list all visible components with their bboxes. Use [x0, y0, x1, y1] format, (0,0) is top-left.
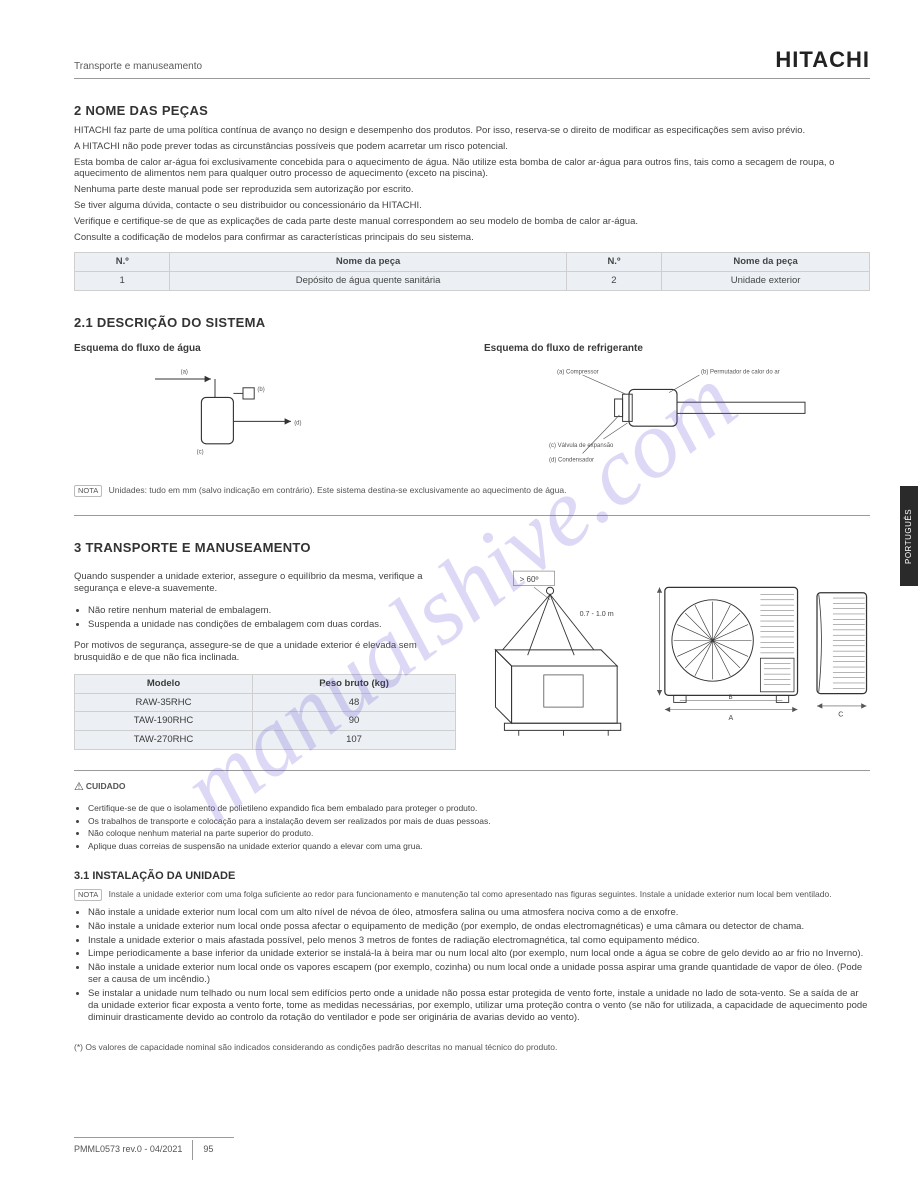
left-col: Esquema do fluxo de água (a) (c) [74, 337, 460, 480]
th: Modelo [75, 674, 253, 693]
install-bullet: Não instale a unidade exterior num local… [88, 921, 870, 933]
bullet: Suspenda a unidade nas condições de emba… [88, 619, 456, 631]
note-text-2: Instale a unidade exterior com uma folga… [109, 889, 832, 899]
section-breadcrumb: Transporte e manuseamento [74, 61, 202, 74]
dim-a: A [729, 715, 734, 722]
th: Peso bruto (kg) [253, 674, 456, 693]
td: 90 [253, 712, 456, 731]
install-bullet: Não instale a unidade exterior num local… [88, 962, 870, 986]
para: Esta bomba de calor ar-água foi exclusiv… [74, 157, 870, 181]
th: N.º [75, 252, 170, 271]
callout-d: (d) [294, 421, 301, 427]
section-3-title: 3 TRANSPORTE E MANUSEAMENTO [74, 540, 870, 556]
install-bullet: Se instalar a unidade num telhado ou num… [88, 988, 870, 1024]
dim-c: C [838, 711, 843, 718]
separator [74, 515, 870, 516]
ref-callout-c: (c) Válvula de expansão [549, 443, 614, 449]
ref-callout-b: (b) Permutador de calor do ar [701, 370, 780, 376]
footnote: (*) Os valores de capacidade nominal são… [74, 1042, 870, 1053]
para: HITACHI faz parte de uma política contín… [74, 125, 870, 137]
td: Unidade exterior [662, 271, 870, 290]
callout-b: (b) [257, 387, 264, 393]
note-badge: NOTA [74, 485, 102, 496]
weight-table: Modelo Peso bruto (kg) RAW-35RHC48 TAW-1… [74, 674, 456, 751]
section-3-1-title: 3.1 INSTALAÇÃO DA UNIDADE [74, 870, 870, 884]
caution-heading: CUIDADO [86, 781, 126, 791]
note-block: NOTA Unidades: tudo em mm (salvo indicaç… [74, 485, 870, 496]
caution-item: Os trabalhos de transporte e colocação p… [88, 816, 870, 827]
para: A HITACHI não pode prever todas as circu… [74, 141, 870, 153]
para: Verifique e certifique-se de que as expl… [74, 216, 870, 228]
sec3-left: Quando suspender a unidade exterior, ass… [74, 562, 456, 750]
th: Nome da peça [170, 252, 566, 271]
outdoor-unit-diagram: A D [656, 562, 886, 742]
section-2-1-title: 2.1 DESCRIÇÃO DO SISTEMA [74, 315, 870, 331]
angle-label: > 60º [520, 575, 539, 584]
lifting-diagram: > 60º 0.7 - 1.0 m [474, 562, 644, 752]
dim-b: B [729, 694, 733, 701]
td: TAW-270RHC [75, 731, 253, 750]
rope-label: 0.7 - 1.0 m [580, 610, 614, 618]
td: RAW-35RHC [75, 693, 253, 712]
section-2-title: 2 NOME DAS PEÇAS [74, 103, 870, 119]
th: N.º [566, 252, 661, 271]
caution-item: Certifique-se de que o isolamento de pol… [88, 803, 870, 814]
ref-callout-a: (a) Compressor [557, 370, 599, 376]
td: 48 [253, 693, 456, 712]
callout-c: (c) [197, 450, 204, 456]
brand-logo-text: HITACHI [775, 46, 870, 74]
top-bar: Transporte e manuseamento HITACHI [74, 46, 870, 79]
caution-item: Aplique duas correias de suspensão na un… [88, 841, 870, 852]
doc-ref: PMML0573 rev.0 - 04/2021 [74, 1144, 182, 1155]
para: Consulte a codificação de modelos para c… [74, 232, 870, 244]
water-flow-subtitle: Esquema do fluxo de água [74, 343, 460, 356]
note-text: Unidades: tudo em mm (salvo indicação em… [109, 485, 567, 495]
sec3-closing: Por motivos de segurança, assegure-se de… [74, 640, 456, 664]
page-footer: PMML0573 rev.0 - 04/2021 95 [74, 1137, 870, 1160]
para: Se tiver alguma dúvida, contacte o seu d… [74, 200, 870, 212]
caution-item: Não coloque nenhum material na parte sup… [88, 828, 870, 839]
caution-block: ⚠CUIDADO Certifique-se de que o isolamen… [74, 781, 870, 852]
separator-2 [74, 770, 870, 771]
td: Depósito de água quente sanitária [170, 271, 566, 290]
para: Nenhuma parte deste manual pode ser repr… [74, 184, 870, 196]
note-badge-2: NOTA [74, 889, 102, 900]
sec-3-1: 3.1 INSTALAÇÃO DA UNIDADE NOTA Instale a… [74, 870, 870, 1024]
page-number: 95 [203, 1144, 213, 1155]
td: 107 [253, 731, 456, 750]
td: 2 [566, 271, 661, 290]
language-tab: PORTUGUÊS [900, 486, 918, 586]
th: Nome da peça [662, 252, 870, 271]
sec3-bullets: Não retire nenhum material de embalagem.… [74, 605, 456, 631]
sec3-intro: Quando suspender a unidade exterior, ass… [74, 571, 456, 595]
refrigerant-flow-subtitle: Esquema do fluxo de refrigerante [484, 343, 870, 356]
install-bullet: Não instale a unidade exterior num local… [88, 907, 870, 919]
right-col: Esquema do fluxo de refrigerante [484, 337, 870, 480]
td: TAW-190RHC [75, 712, 253, 731]
install-bullet: Instale a unidade exterior o mais afasta… [88, 935, 870, 947]
callout-a: (a) [181, 370, 188, 376]
install-bullet: Limpe periodicamente a base inferior da … [88, 948, 870, 960]
warning-icon: ⚠ [74, 781, 84, 793]
parts-table: N.º Nome da peça N.º Nome da peça 1 Depó… [74, 252, 870, 291]
section-2-body: HITACHI faz parte de uma política contín… [74, 125, 870, 244]
water-flow-diagram: (a) (c) (b) (d) [74, 359, 460, 479]
sec3-right: > 60º 0.7 - 1.0 m [474, 562, 886, 752]
td: 1 [75, 271, 170, 290]
bullet: Não retire nenhum material de embalagem. [88, 605, 456, 617]
refrigerant-flow-diagram: (a) Compressor (b) Permutador de calor d… [484, 359, 870, 479]
ref-callout-d: (d) Condensador [549, 458, 594, 464]
